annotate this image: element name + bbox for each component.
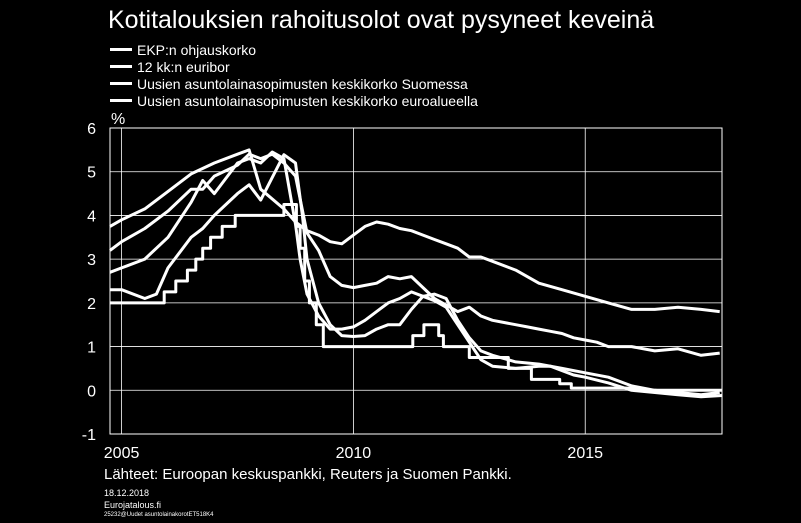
y-tick-label: 6 — [87, 121, 96, 138]
chart-date: 18.12.2018 — [104, 488, 150, 498]
legend-swatch — [110, 82, 132, 85]
legend-item-finland: Uusien asuntolainasopimusten keskikorko … — [110, 75, 478, 92]
legend-label: EKP:n ohjauskorko — [137, 41, 257, 58]
legend-item-euribor: 12 kk:n euribor — [110, 58, 478, 75]
x-tick-label: 2015 — [567, 445, 603, 462]
legend-label: 12 kk:n euribor — [137, 58, 230, 75]
y-tick-label: 3 — [87, 252, 96, 269]
chart-code: 25232@Uudet asuntolainakorotET518K4 — [104, 512, 214, 518]
legend-swatch — [110, 65, 132, 68]
y-tick-label: 1 — [87, 340, 96, 357]
legend-swatch — [110, 99, 132, 102]
chart-title: Kotitalouksien rahoitusolot ovat pysynee… — [108, 6, 655, 34]
site-name: Eurojatalous.fi — [104, 500, 162, 510]
series-line-4 — [109, 148, 720, 314]
x-tick-label: 2010 — [336, 445, 372, 462]
legend-item-ekp: EKP:n ohjauskorko — [110, 41, 478, 58]
y-tick-label: 2 — [87, 296, 96, 313]
legend-label: Uusien asuntolainasopimusten keskikorko … — [137, 92, 478, 109]
source-note: Lähteet: Euroopan keskuspankki, Reuters … — [104, 466, 512, 483]
legend-item-euroarea: Uusien asuntolainasopimusten keskikorko … — [110, 92, 478, 109]
y-tick-label: 5 — [87, 165, 96, 182]
y-tick-label: 0 — [87, 383, 96, 400]
series-line-1 — [110, 153, 723, 399]
legend-label: Uusien asuntolainasopimusten keskikorko … — [137, 75, 468, 92]
x-tick-label: 2005 — [104, 445, 140, 462]
series-line-3 — [109, 152, 720, 357]
y-axis-unit: % — [111, 111, 125, 128]
legend-swatch — [110, 48, 132, 51]
y-tick-label: -1 — [82, 427, 96, 444]
chart-legend: EKP:n ohjauskorko 12 kk:n euribor Uusien… — [110, 41, 478, 109]
y-tick-label: 4 — [87, 208, 96, 225]
series-line-2 — [109, 150, 720, 397]
